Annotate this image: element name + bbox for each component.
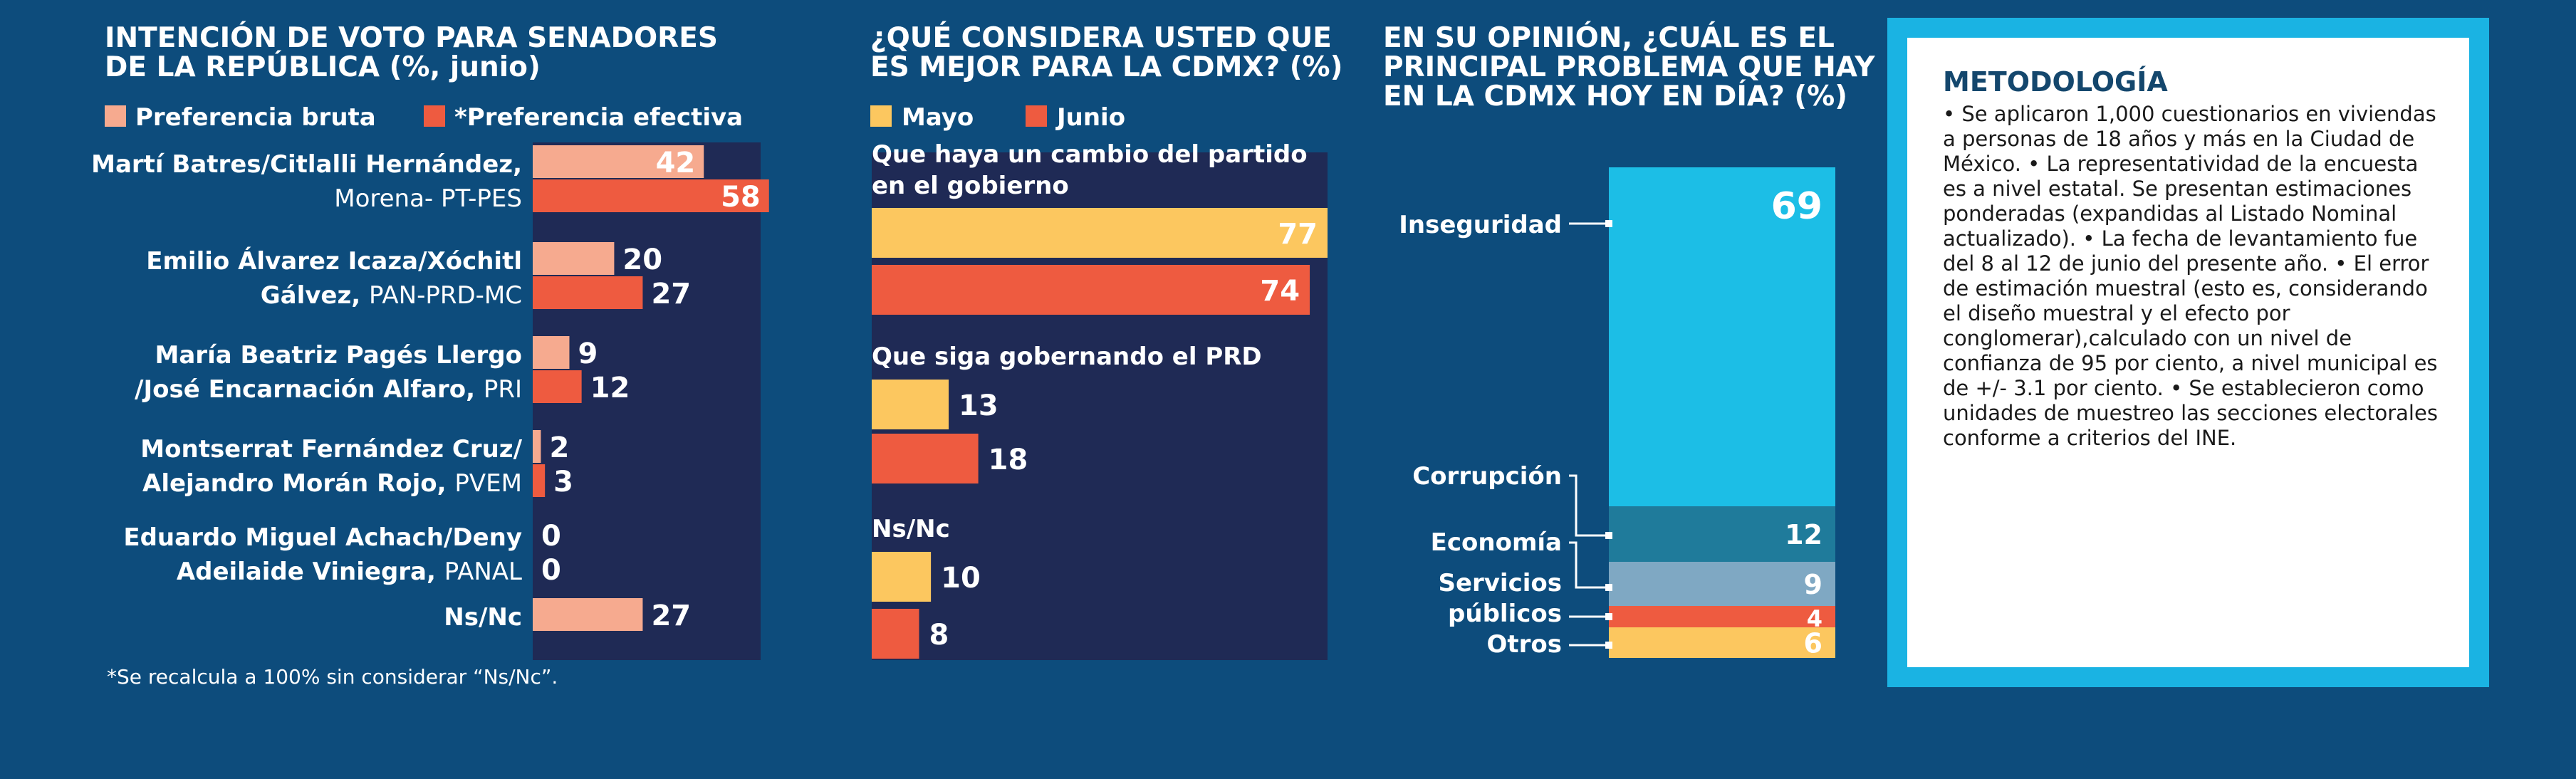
senadores-4-label-party: PANAL [444,558,522,586]
legend-label-bruta: Preferencia bruta [135,103,376,132]
problema-label-economia: Economía [1431,528,1562,557]
senadores-title-line-0: INTENCIÓN DE VOTO PARA SENADORES [105,21,718,54]
problema-label-corrupcion: Corrupción [1412,462,1562,491]
problema-segment-otros [1609,627,1835,658]
problema-leader-economia [1569,541,1608,589]
cdmx-1-value-junio: 18 [989,444,1028,476]
senadores-0-bar-bruta [533,145,704,178]
cdmx-2-value-mayo: 10 [941,562,981,595]
cdmx-0-label-line-0: Que haya un cambio del partido [872,140,1308,169]
cdmx-1-label-line-0: Que siga gobernando el PRD [872,343,1262,371]
senadores-2-label-line1: María Beatriz Pagés Llergo [155,341,522,370]
methodology-title: METODOLOGÍA [1943,66,2168,98]
senadores-title-line-1: DE LA REPÚBLICA (%, junio) [105,50,541,83]
cdmx-0-value-mayo: 77 [1278,218,1318,251]
senadores-0-value-bruta: 42 [656,147,696,179]
problema-value-economía: 12 [1785,519,1823,550]
senadores-3-value-bruta: 2 [549,432,569,464]
methodology-text: • Se aplicaron 1,000 cuestionarios en vi… [1943,102,2438,450]
cdmx-2-bar-mayo [872,552,932,602]
cdmx-title-line-0: ¿QUÉ CONSIDERA USTED QUE [870,21,1332,54]
senadores-3-label-party: PVEM [454,469,522,498]
legend-label-mayo: Mayo [902,103,974,132]
cdmx-0-value-junio: 74 [1260,275,1300,308]
senadores-4-label-bold: Adeilaide Viniegra, [177,558,444,586]
senadores-1-label-line2: Gálvez, PAN-PRD-MC [261,281,522,310]
problema-title-line-0: EN SU OPINIÓN, ¿CUÁL ES EL [1383,21,1835,54]
senadores-3-label-bold: Alejandro Morán Rojo, [142,469,454,498]
senadores-5-value-bruta: 27 [651,600,691,632]
legend-swatch-mayo [870,105,892,127]
senadores-3-label-line1: Montserrat Fernández Cruz/ [140,435,522,464]
cdmx-1-bar-junio [872,434,979,483]
legend-swatch-bruta [105,105,126,127]
problema-dot-corrupcion [1605,532,1612,539]
cdmx-2-value-junio: 8 [929,619,949,652]
senadores-4-label-line2: Adeilaide Viniegra, PANAL [177,558,522,586]
problema-value-inseguridad: 69 [1771,185,1823,228]
senadores-2-bar-bruta [533,336,570,369]
senadores-1-value-efectiva: 27 [651,278,691,310]
problema-segment-economía [1609,506,1835,562]
problema-label-servicios: Servicios [1438,569,1562,597]
cdmx-1-value-mayo: 13 [959,390,998,422]
senadores-3-bar-bruta [533,430,541,463]
legend-swatch-junio [1026,105,1047,127]
senadores-1-label-bold: Gálvez, [261,281,369,310]
problema-segment-inseguridad [1609,167,1835,506]
senadores-1-value-bruta: 20 [622,244,662,276]
senadores-3-value-efectiva: 3 [553,466,573,498]
senadores-1-bar-efectiva [533,276,643,309]
senadores-0-label-line2: Morena- PT-PES [334,184,522,213]
senadores-1-label-party: PAN-PRD-MC [369,281,522,310]
senadores-2-label-line2: /José Encarnación Alfaro, PRI [135,375,522,404]
problema-label-inseguridad: Inseguridad [1399,211,1562,239]
problema-dot-otros [1605,642,1612,649]
senadores-2-bar-efectiva [533,370,582,403]
senadores-2-value-efectiva: 12 [590,372,630,404]
cdmx-title-line-1: ES MEJOR PARA LA CDMX? (%) [870,51,1342,83]
senadores-4-label-line1: Eduardo Miguel Achach/Deny [123,523,522,552]
senadores-4-value-bruta: 0 [541,520,561,553]
cdmx-2-label-line-0: Ns/Nc [872,515,950,543]
problema-value-otros: 6 [1804,628,1823,659]
senadores-5-bar-bruta [533,598,643,631]
problema-segment-públicos [1609,606,1835,627]
problema-title-line-1: PRINCIPAL PROBLEMA QUE HAY [1383,51,1875,83]
problema-dot-inseguridad [1605,220,1612,227]
problema-leader-corrupcion [1569,474,1608,537]
problema-segment-servicios [1609,562,1835,606]
cdmx-0-bar-mayo [872,208,1328,258]
senadores-2-value-bruta: 9 [578,338,598,370]
legend-label-junio: Junio [1055,103,1125,132]
problema-value-servicios: 9 [1804,569,1823,600]
senadores-footnote: *Se recalcula a 100% sin considerar “Ns/… [107,665,558,689]
senadores-2-label-party: PRI [484,375,522,404]
senadores-0-value-efectiva: 58 [721,181,761,214]
senadores-2-label-bold: /José Encarnación Alfaro, [135,375,484,404]
problema-dot-servicios [1605,613,1612,620]
problema-dot-economia [1605,584,1612,591]
problema-title-line-2: EN LA CDMX HOY EN DÍA? (%) [1383,79,1847,113]
methodology-box: METODOLOGÍA • Se aplicaron 1,000 cuestio… [1887,18,2489,687]
cdmx-1-bar-mayo [872,380,949,429]
senadores-1-bar-bruta [533,242,615,275]
senadores-5-label: Ns/Nc [444,603,522,632]
cdmx-0-label-line-1: en el gobierno [872,172,1069,200]
problema-value-públicos: 4 [1807,605,1823,632]
senadores-0-bar-efectiva [533,179,769,212]
senadores-1-label-line1: Emilio Álvarez Icaza/Xóchitl [146,246,522,276]
cdmx-2-bar-junio [872,609,919,659]
cdmx-0-bar-junio [872,265,1310,315]
senadores-3-label-line2: Alejandro Morán Rojo, PVEM [142,469,522,498]
legend-swatch-efectiva [424,105,445,127]
problema-label-otros: Otros [1486,630,1562,659]
legend-label-efectiva: *Preferencia efectiva [454,103,743,132]
problema-label-publicos: públicos [1448,600,1562,628]
senadores-4-value-efectiva: 0 [541,554,561,587]
senadores-0-label-line1: Martí Batres/Citlalli Hernández, [91,150,522,179]
senadores-3-bar-efectiva [533,464,546,497]
